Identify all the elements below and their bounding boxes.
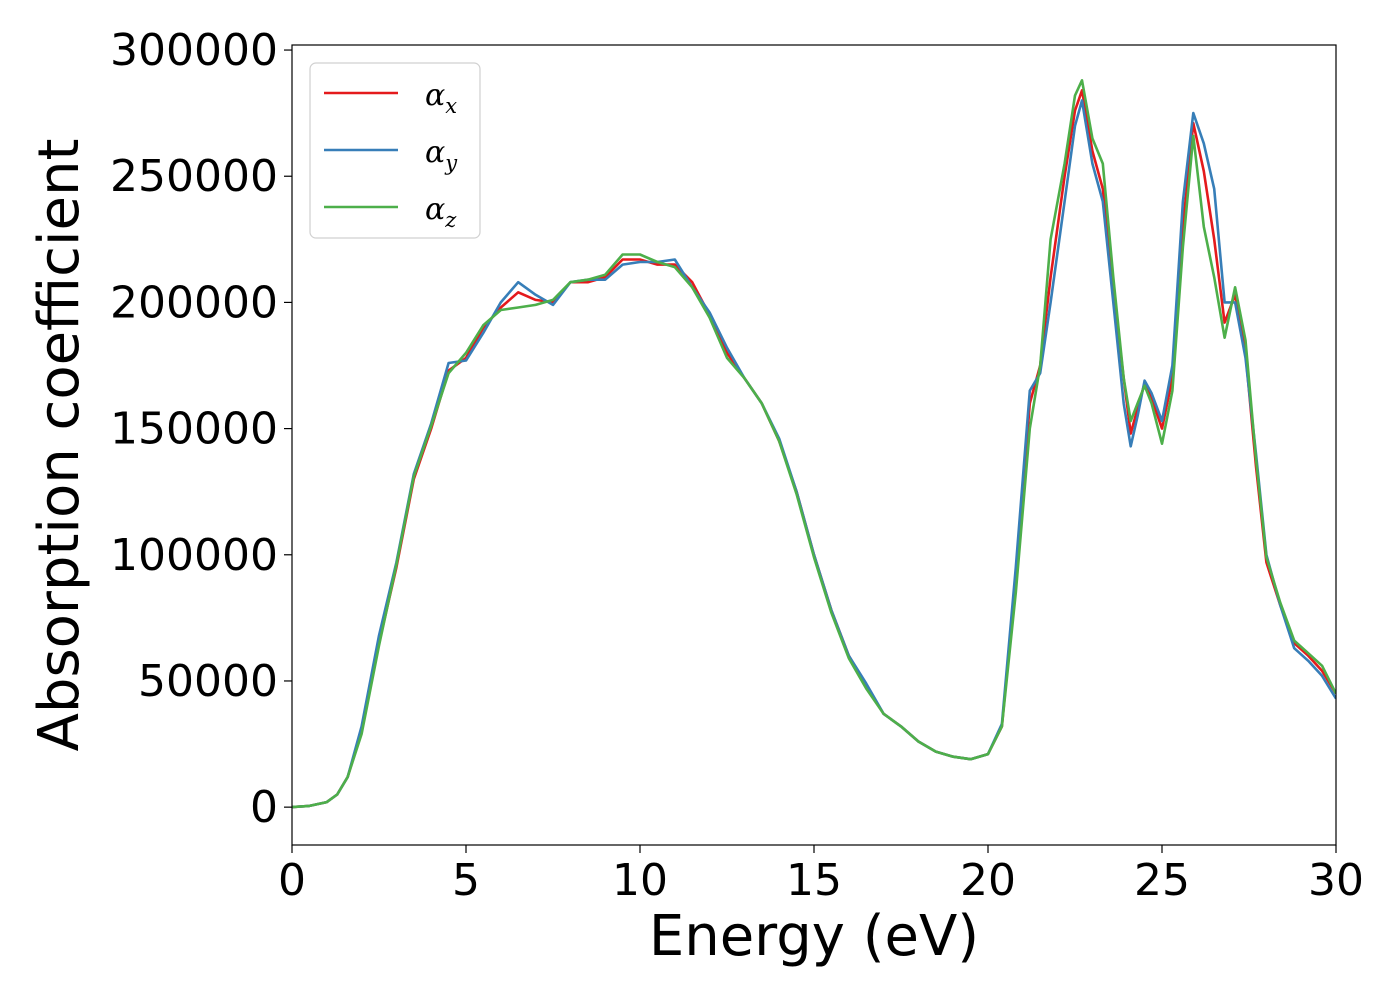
y-tick-label: 100000: [110, 530, 278, 581]
x-axis-title: Energy (eV): [649, 904, 979, 969]
x-tick-label: 15: [786, 855, 842, 906]
y-axis-title: Absorption coefficient: [27, 139, 92, 752]
y-tick-label: 200000: [110, 277, 278, 328]
legend-label-y: αy: [425, 135, 458, 175]
y-tick-label: 300000: [110, 25, 278, 76]
series-line-z: [292, 79, 1336, 809]
x-tick-label: 30: [1308, 855, 1364, 906]
y-tick-label: 150000: [110, 404, 278, 455]
x-tick-label: 20: [960, 855, 1016, 906]
x-tick-label: 10: [612, 855, 668, 906]
x-tick-label: 0: [278, 855, 306, 906]
y-tick-label: 250000: [110, 151, 278, 202]
x-tick-label: 25: [1134, 855, 1190, 906]
legend: αx αy αz: [309, 62, 481, 239]
series-lines: [292, 79, 1336, 809]
x-axis: 0 5 10 15 20 25 30: [278, 845, 1364, 906]
legend-label-z: αz: [425, 192, 457, 232]
y-tick-label: 50000: [138, 656, 278, 707]
y-tick-label: 0: [250, 782, 278, 833]
x-tick-label: 5: [452, 855, 480, 906]
y-axis: 0 50000 100000 150000 200000 250000 300000: [110, 25, 292, 833]
legend-label-x: αx: [425, 78, 457, 118]
